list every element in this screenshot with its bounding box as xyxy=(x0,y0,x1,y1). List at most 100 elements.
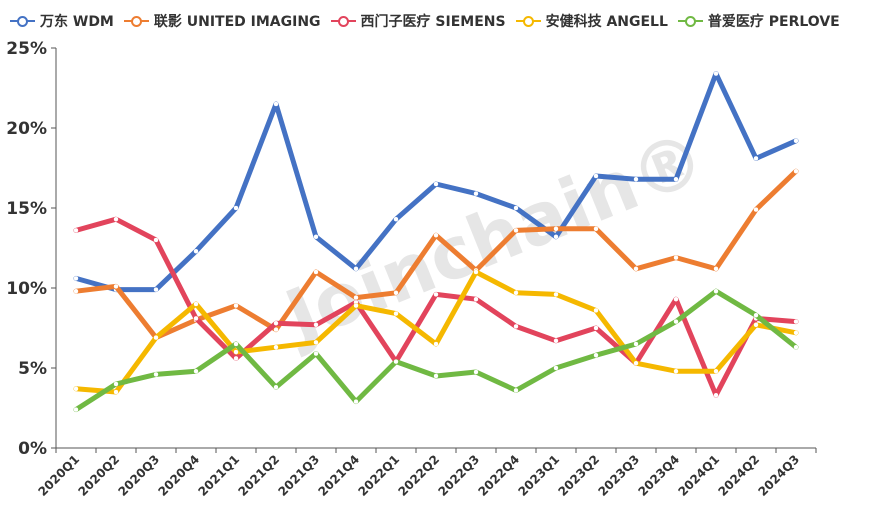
data-point[interactable] xyxy=(313,340,319,345)
data-point[interactable] xyxy=(593,226,599,232)
data-point[interactable] xyxy=(473,369,479,375)
data-point[interactable] xyxy=(113,216,119,222)
data-point[interactable] xyxy=(473,269,479,275)
data-point[interactable] xyxy=(673,319,679,324)
data-point[interactable] xyxy=(313,234,319,240)
data-point[interactable] xyxy=(353,295,359,300)
data-point[interactable] xyxy=(233,341,239,347)
data-point[interactable] xyxy=(593,308,599,313)
data-point[interactable] xyxy=(233,356,239,361)
data-point[interactable] xyxy=(193,368,199,374)
data-point[interactable] xyxy=(153,335,159,340)
data-point[interactable] xyxy=(113,284,119,289)
legend-item-0[interactable]: 万东 WDM xyxy=(10,11,114,31)
data-point[interactable] xyxy=(273,384,279,390)
data-point[interactable] xyxy=(433,373,439,379)
data-point[interactable] xyxy=(753,312,759,318)
data-point[interactable] xyxy=(273,320,279,326)
data-point[interactable] xyxy=(233,349,239,355)
data-point[interactable] xyxy=(633,176,639,182)
data-point[interactable] xyxy=(713,288,719,294)
data-point[interactable] xyxy=(753,156,759,161)
x-tick-label: 2021Q4 xyxy=(315,452,362,499)
data-point[interactable] xyxy=(113,381,119,387)
data-point[interactable] xyxy=(553,226,559,232)
data-point[interactable] xyxy=(713,392,719,398)
data-point[interactable] xyxy=(633,341,639,347)
data-point[interactable] xyxy=(793,168,799,174)
data-point[interactable] xyxy=(633,360,639,366)
data-point[interactable] xyxy=(513,324,519,329)
y-tick-label: 10% xyxy=(6,279,47,299)
data-point[interactable] xyxy=(553,365,559,371)
data-point[interactable] xyxy=(713,71,719,76)
data-point[interactable] xyxy=(153,287,159,292)
data-point[interactable] xyxy=(793,344,799,350)
data-point[interactable] xyxy=(233,303,239,308)
data-point[interactable] xyxy=(313,322,319,328)
data-point[interactable] xyxy=(593,325,599,331)
legend-item-4[interactable]: 普爱医疗 PERLOVE xyxy=(677,11,840,31)
data-point[interactable] xyxy=(633,266,639,272)
data-point[interactable] xyxy=(593,352,599,358)
data-point[interactable] xyxy=(593,173,599,179)
data-point[interactable] xyxy=(473,191,479,196)
data-point[interactable] xyxy=(113,389,119,395)
y-tick-label: 25% xyxy=(6,39,47,59)
data-point[interactable] xyxy=(73,386,79,392)
data-point[interactable] xyxy=(513,205,519,211)
data-point[interactable] xyxy=(793,138,799,144)
data-point[interactable] xyxy=(713,368,719,374)
data-point[interactable] xyxy=(153,237,159,243)
data-point[interactable] xyxy=(553,234,559,240)
data-point[interactable] xyxy=(713,266,719,272)
data-point[interactable] xyxy=(313,269,319,275)
data-point[interactable] xyxy=(433,292,439,297)
data-point[interactable] xyxy=(673,255,679,260)
data-point[interactable] xyxy=(273,344,279,350)
legend-item-2[interactable]: 西门子医疗 SIEMENS xyxy=(330,11,506,31)
data-point[interactable] xyxy=(353,399,359,404)
data-point[interactable] xyxy=(193,316,199,321)
data-point[interactable] xyxy=(273,101,279,107)
x-tick-label: 2023Q4 xyxy=(635,452,682,499)
data-point[interactable] xyxy=(393,311,399,316)
data-point[interactable] xyxy=(393,359,399,364)
data-point[interactable] xyxy=(513,228,519,233)
legend-item-3[interactable]: 安健科技 ANGELL xyxy=(515,11,668,31)
data-point[interactable] xyxy=(793,330,799,336)
data-point[interactable] xyxy=(473,296,479,302)
x-tick-label: 2023Q3 xyxy=(595,452,642,499)
data-point[interactable] xyxy=(673,368,679,374)
data-point[interactable] xyxy=(673,296,679,302)
data-point[interactable] xyxy=(753,322,759,328)
data-point[interactable] xyxy=(73,276,79,281)
data-point[interactable] xyxy=(553,338,559,344)
data-point[interactable] xyxy=(153,372,159,377)
x-tick-label: 2023Q1 xyxy=(515,452,562,499)
data-point[interactable] xyxy=(193,248,199,254)
data-point[interactable] xyxy=(193,301,199,307)
data-point[interactable] xyxy=(393,290,399,296)
data-point[interactable] xyxy=(313,351,319,356)
data-point[interactable] xyxy=(753,207,759,212)
data-point[interactable] xyxy=(513,388,519,393)
data-point[interactable] xyxy=(433,181,439,187)
data-point[interactable] xyxy=(793,319,799,324)
data-point[interactable] xyxy=(393,216,399,222)
data-point[interactable] xyxy=(353,303,359,308)
data-point[interactable] xyxy=(433,232,439,238)
data-point[interactable] xyxy=(73,228,79,233)
data-point[interactable] xyxy=(353,266,359,272)
data-point[interactable] xyxy=(233,205,239,211)
legend-item-1[interactable]: 联影 UNITED IMAGING xyxy=(123,11,321,31)
data-point[interactable] xyxy=(433,341,439,347)
series-line[interactable] xyxy=(73,288,799,413)
x-tick-label: 2020Q2 xyxy=(75,452,122,499)
data-point[interactable] xyxy=(73,407,79,412)
data-point[interactable] xyxy=(273,327,279,332)
data-point[interactable] xyxy=(553,292,559,297)
data-point[interactable] xyxy=(513,290,519,296)
data-point[interactable] xyxy=(673,176,679,182)
data-point[interactable] xyxy=(73,288,79,294)
